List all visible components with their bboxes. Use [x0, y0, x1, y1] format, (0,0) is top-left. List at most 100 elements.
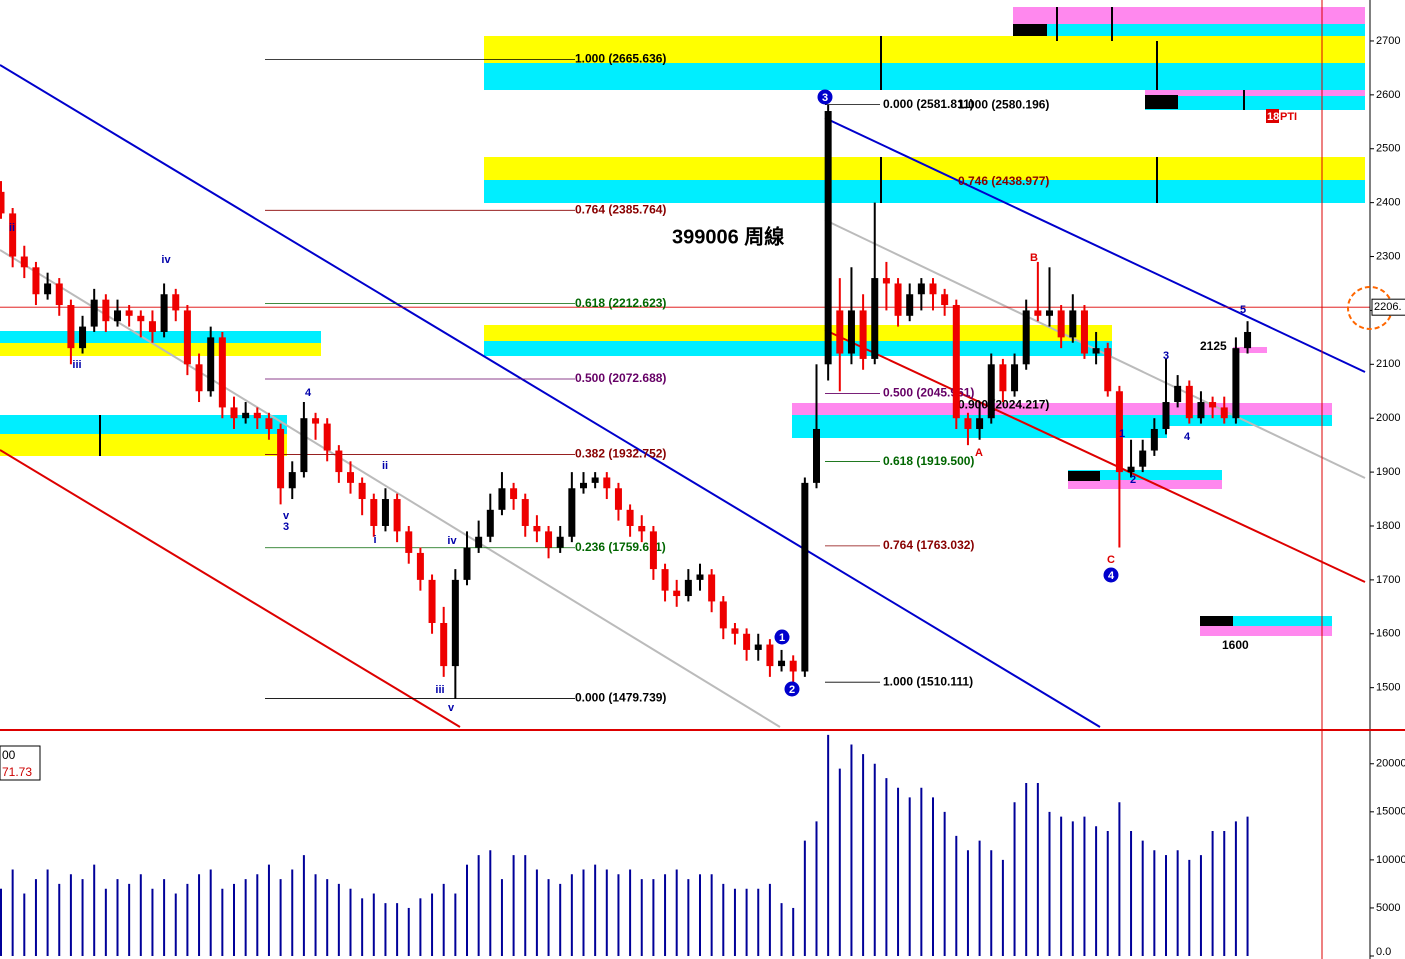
candle-body — [556, 536, 564, 548]
trendline — [0, 64, 1101, 728]
current-price-label: 2206. — [1374, 301, 1402, 313]
candle-body — [265, 418, 273, 429]
wave-label: ii — [382, 460, 388, 472]
candle-body — [987, 364, 995, 419]
candle-body — [463, 547, 471, 580]
wave-label: i — [373, 534, 376, 546]
note: 1600 — [1222, 638, 1249, 652]
fib-label: 0.236 (1759.611) — [575, 540, 666, 554]
candle-body — [545, 531, 553, 548]
candle-body — [428, 579, 436, 623]
candle-body — [638, 525, 646, 532]
candle-body — [533, 525, 541, 532]
wave-label: 1 — [779, 632, 785, 644]
zone — [484, 36, 1365, 63]
wave-label: 1 — [1119, 428, 1125, 440]
wave-label: ii — [9, 222, 15, 234]
candle-body — [580, 482, 587, 489]
candle-body — [172, 294, 180, 311]
wave-label: A — [975, 447, 983, 459]
candle-body — [952, 305, 960, 419]
y-tick-label: 2000 — [1376, 412, 1400, 424]
candle-body — [626, 509, 634, 526]
wave-label: iii — [72, 359, 81, 371]
wave-label: 3 — [822, 92, 828, 104]
pti-label: PTI — [1280, 111, 1297, 123]
candle-body — [976, 418, 984, 429]
pti-box — [1266, 109, 1279, 123]
y-tick-label: 2300 — [1376, 250, 1400, 262]
y-tick-label: 20000 — [1376, 758, 1405, 770]
y-tick-label: 1600 — [1376, 628, 1400, 640]
wave-label: v — [283, 510, 290, 522]
candle-body — [277, 428, 285, 489]
candle-body — [416, 552, 424, 580]
zone — [1013, 7, 1365, 24]
candle-body — [708, 574, 716, 602]
candle-body — [242, 412, 250, 419]
trendline — [0, 249, 781, 728]
zone — [0, 434, 287, 456]
candle-body — [743, 633, 751, 650]
candle-body — [568, 488, 576, 537]
wave-label: 4 — [305, 387, 312, 399]
candle-body — [300, 418, 308, 473]
current-price-box — [1371, 298, 1405, 316]
candle-body — [1209, 402, 1217, 408]
fib-label: 0.764 (1763.032) — [883, 538, 974, 552]
candle-body — [1115, 391, 1123, 473]
candle-body — [90, 299, 98, 327]
zone — [0, 415, 287, 434]
candle-body — [312, 418, 320, 424]
wave-circle — [774, 629, 790, 645]
note: 2125 — [1200, 339, 1227, 353]
wave-label: 4 — [1108, 570, 1115, 582]
candle-body — [230, 407, 238, 419]
candle-body — [929, 283, 937, 295]
zone — [1068, 470, 1222, 480]
candle-body — [1127, 466, 1135, 473]
zones — [0, 7, 1365, 636]
zone — [1145, 96, 1365, 110]
wave-label: B — [1030, 252, 1038, 264]
zone — [484, 341, 1112, 356]
candle-body — [288, 472, 296, 489]
chart-title: 399006 周線 — [672, 224, 784, 248]
candle-body — [1220, 407, 1228, 419]
fib-label: 0.500 (2072.688) — [575, 371, 666, 385]
candle-body — [801, 482, 809, 672]
candle-body — [440, 622, 448, 667]
candle-body — [183, 310, 191, 365]
wave-label: 5 — [1240, 304, 1246, 316]
candle-body — [9, 213, 17, 257]
fib-label: 0.000 (1479.739) — [575, 691, 666, 705]
candle-body — [67, 305, 75, 349]
candle-body — [673, 590, 681, 597]
fib-label: 0.500 (2045.961) — [883, 386, 974, 400]
fib-label: 0.618 (2212.623) — [575, 296, 666, 310]
candle-body — [451, 579, 459, 667]
candle-body — [1185, 385, 1193, 419]
candle-body — [999, 364, 1007, 392]
zone — [1068, 480, 1222, 489]
candle-body — [1232, 348, 1240, 419]
wave-label: 3 — [1163, 350, 1169, 362]
y-tick-label: 2600 — [1376, 89, 1400, 101]
candle-body — [906, 294, 914, 316]
candle-body — [1139, 450, 1147, 467]
candle-body — [335, 450, 343, 473]
y-tick-label: 2700 — [1376, 35, 1400, 47]
zone-block — [1200, 616, 1233, 626]
y-tick-label: 10000 — [1376, 854, 1405, 866]
y-tick-label: 1800 — [1376, 520, 1400, 532]
candle-body — [0, 191, 5, 214]
fib-label: 0.764 (2385.764) — [575, 202, 666, 216]
candle-body — [1046, 310, 1053, 316]
candle-body — [1162, 402, 1170, 429]
zone — [792, 403, 1332, 415]
candle-body — [847, 310, 855, 354]
candle-body — [1104, 348, 1112, 392]
candle-body — [1022, 310, 1030, 365]
candle-body — [347, 472, 354, 483]
